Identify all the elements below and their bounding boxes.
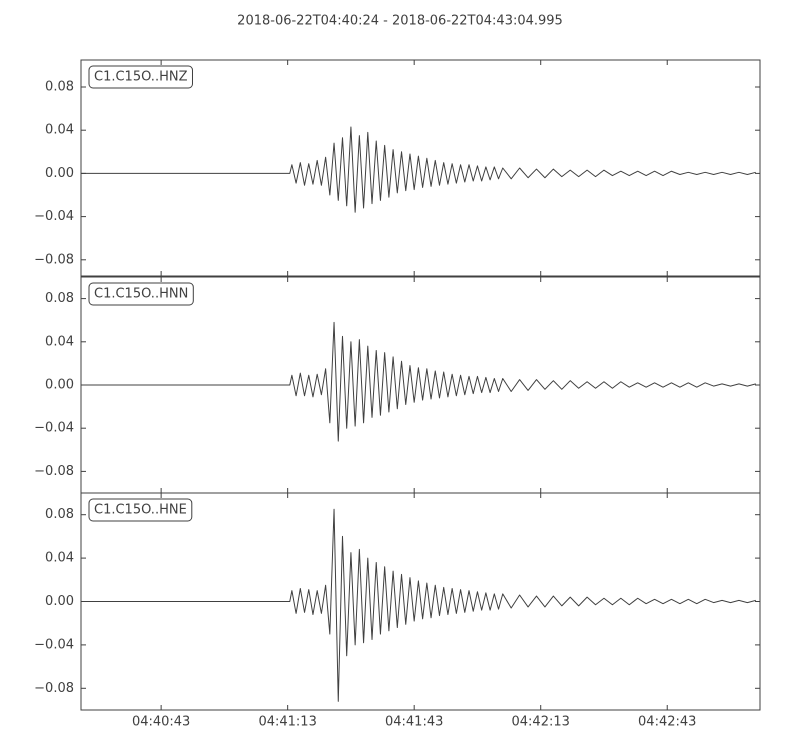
x-tick-label: 04:42:13 <box>512 715 570 730</box>
waveform <box>81 508 756 702</box>
waveform <box>81 126 756 213</box>
waveform <box>81 321 756 442</box>
y-tick-label: −0.08 <box>34 252 74 267</box>
legend-box <box>88 65 193 89</box>
y-tick-label: 0.04 <box>45 123 74 138</box>
legend-box <box>88 282 194 306</box>
y-tick-label: 0.08 <box>45 80 74 95</box>
y-tick-label: 0.08 <box>45 507 74 522</box>
legend-label: C1.C15O..HNE <box>94 503 187 518</box>
x-tick-label: 04:40:43 <box>132 715 190 730</box>
y-tick-label: 0.00 <box>45 594 74 609</box>
legend-label: C1.C15O..HNZ <box>94 70 188 85</box>
x-tick-label: 04:42:43 <box>638 715 696 730</box>
y-tick-label: 0.04 <box>45 551 74 566</box>
y-tick-label: −0.08 <box>34 464 74 479</box>
legend: C1.C15O..HNZ <box>88 65 193 89</box>
y-tick-label: −0.04 <box>34 209 74 224</box>
legend-label: C1.C15O..HNN <box>94 287 188 302</box>
legend-box <box>88 498 193 522</box>
y-tick-label: −0.08 <box>34 681 74 696</box>
y-tick-label: 0.00 <box>45 378 74 393</box>
y-tick-label: 0.08 <box>45 291 74 306</box>
x-tick-label: 04:41:13 <box>258 715 316 730</box>
legend: C1.C15O..HNE <box>88 498 193 522</box>
x-tick-label: 04:41:43 <box>385 715 443 730</box>
legend: C1.C15O..HNN <box>88 282 194 306</box>
y-tick-label: −0.04 <box>34 637 74 652</box>
panel-frame <box>80 59 761 277</box>
y-tick-label: 0.04 <box>45 334 74 349</box>
y-tick-label: 0.00 <box>45 166 74 181</box>
chart-title: 2018-06-22T04:40:24 - 2018-06-22T04:43:0… <box>237 14 563 29</box>
y-tick-label: −0.04 <box>34 421 74 436</box>
panel-frame <box>80 492 761 711</box>
